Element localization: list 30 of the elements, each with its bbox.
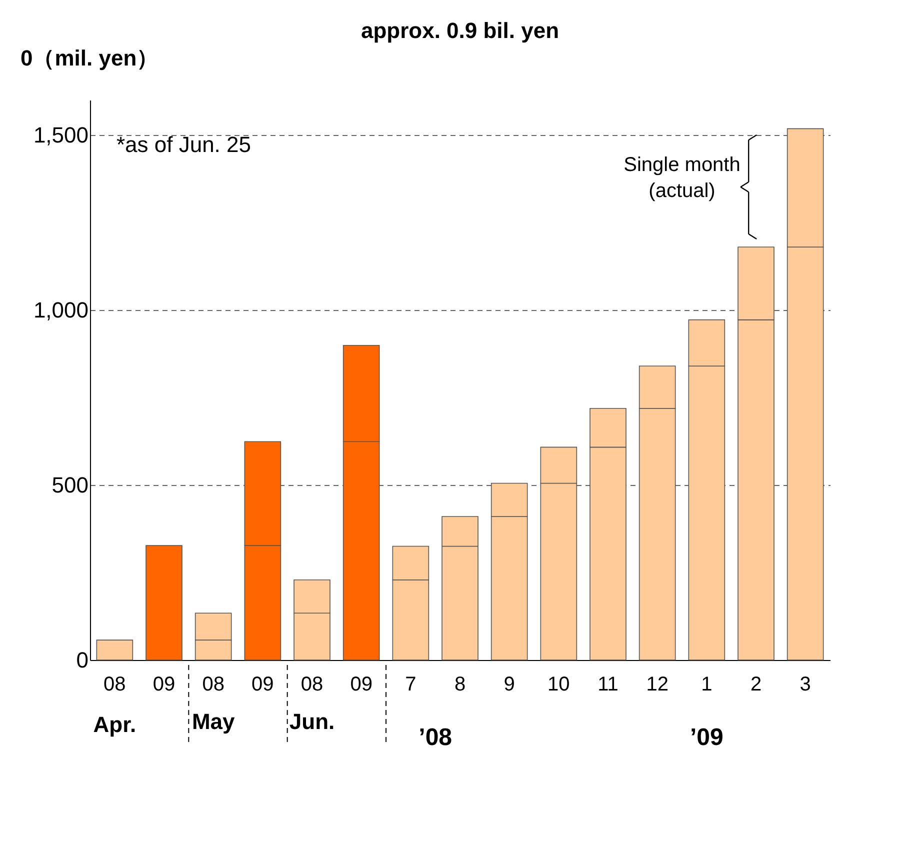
y-tick-label: 1,000	[33, 298, 88, 322]
y-axis-title: 0（mil. yen）	[20, 46, 159, 70]
y-tick-label: 0	[76, 648, 88, 672]
text: ’09	[690, 724, 724, 751]
y-tick-label: 500	[52, 472, 88, 498]
bar	[146, 545, 182, 660]
x-tick-label: 9	[504, 674, 515, 696]
text: ’08	[418, 724, 452, 751]
x-tick-label: 2	[750, 674, 762, 696]
x-tick-label: 3	[800, 674, 811, 696]
x-tick-label: 08	[202, 674, 224, 696]
text: May	[192, 709, 236, 734]
x-tick-label: 09	[252, 674, 274, 696]
bar	[96, 640, 134, 660]
x-tick-label: 08	[104, 674, 126, 696]
x-tick-label: 09	[152, 674, 176, 696]
text: Apr.	[93, 712, 136, 737]
x-tick-label: 1	[701, 674, 712, 696]
x-tick-label: 09	[350, 674, 372, 696]
x-tick-label: 8	[454, 674, 466, 696]
x-tick-label: 7	[405, 674, 416, 696]
annotation: Single month (actual)	[624, 154, 740, 202]
x-tick-label: 08	[300, 674, 324, 696]
x-tick-label: 10	[548, 674, 570, 696]
text: Jun.	[289, 709, 335, 734]
annotation: *as of Jun. 25	[116, 132, 252, 157]
chart-title: approx. 0.9 bil. yen	[360, 18, 560, 43]
x-tick-label: 11	[598, 674, 618, 696]
y-tick-label: 1,500	[33, 122, 88, 148]
x-tick-label: 12	[646, 674, 668, 696]
